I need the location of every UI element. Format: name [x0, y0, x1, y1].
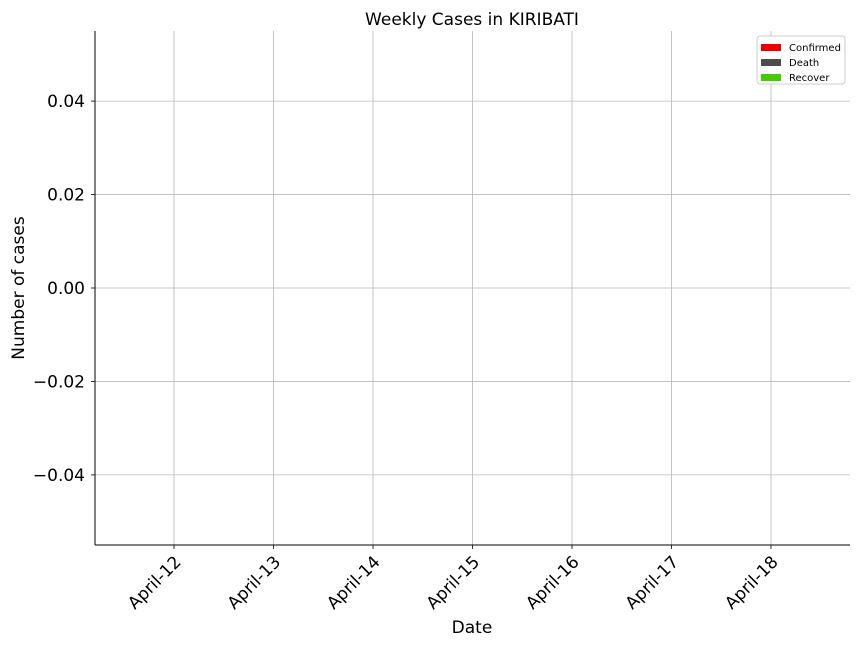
x-tick-label: April-12	[124, 552, 185, 613]
x-ticks: April-12 April-13 April-14 April-15 April-16…	[124, 545, 783, 614]
x-tick-label: April-14	[323, 552, 384, 613]
x-tick-label: April-13	[224, 552, 285, 613]
y-tick-label: 0.02	[47, 186, 85, 206]
x-tick-label: April-18	[721, 552, 782, 613]
y-tick-label: −0.04	[33, 466, 85, 486]
legend-label: Death	[789, 58, 819, 69]
legend-swatch-confirmed	[761, 44, 781, 51]
y-ticks: 0.04 0.02 0.00 −0.02 −0.04	[33, 92, 95, 486]
chart-title: Weekly Cases in KIRIBATI	[365, 10, 579, 30]
x-tick-label: April-17	[622, 552, 683, 613]
legend-label: Confirmed	[789, 43, 841, 54]
grid	[95, 31, 850, 545]
x-tick-label: April-16	[522, 552, 583, 613]
y-axis-label: Number of cases	[9, 216, 29, 360]
legend: Confirmed Death Recover	[756, 35, 846, 85]
y-tick-label: 0.04	[47, 92, 85, 112]
y-tick-label: 0.00	[47, 279, 85, 299]
legend-swatch-death	[761, 59, 781, 66]
legend-swatch-recover	[761, 74, 781, 81]
x-tick-label: April-15	[423, 552, 484, 613]
y-tick-label: −0.02	[33, 372, 85, 392]
legend-label: Recover	[789, 73, 830, 84]
x-axis-label: Date	[452, 618, 493, 638]
